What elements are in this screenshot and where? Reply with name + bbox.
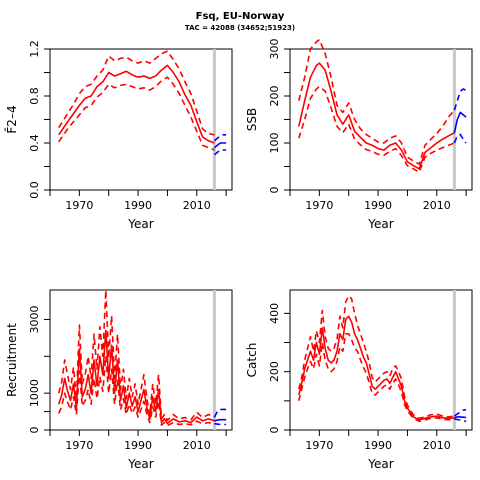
x-tick-label: 2010 [423,439,451,452]
series-line-forecast-median [213,142,227,149]
y-tick-label: 100 [268,133,281,154]
y-tick-label: 0 [28,427,41,434]
y-tick-label: 0 [268,187,281,194]
x-tick-label: 1970 [305,199,333,212]
series-line-forecast-upper [453,408,467,417]
y-axis-label: F̄2–4 [5,105,19,133]
x-tick-label: 1990 [364,439,392,452]
x-tick-label: 1990 [364,199,392,212]
y-tick-label: 1000 [28,379,41,407]
y-axis-label: SSB [245,108,259,131]
plot-frame [289,289,473,431]
series-line-forecast-lower [214,422,227,426]
series-line-upper [58,289,215,422]
series-line-median [298,315,455,421]
x-tick-label: 1970 [65,439,93,452]
series-line-forecast-lower [454,418,467,423]
series-line-forecast-upper [213,134,227,142]
plot-frame [49,48,233,191]
y-tick-label: 0.4 [28,134,41,152]
y-tick-label: 300 [268,39,281,60]
panel-ssb: 1970 1990 2010 0 100 200 300 Year SSB [245,38,473,231]
chart-title: Fsq, EU-Norway [195,11,285,22]
y-tick-label: 1.2 [28,40,41,58]
y-tick-label: 400 [268,303,281,324]
series-line-upper [58,50,215,136]
series-line-forecast-lower [213,149,227,156]
series-line-upper [298,38,456,165]
x-tick-label: 1990 [124,439,152,452]
y-tick-label: 200 [268,361,281,382]
y-axis-label: Recruitment [5,323,19,397]
plot-frame [289,48,473,191]
y-tick-label: 3000 [28,305,41,333]
series-line-upper [298,294,455,420]
y-tick-label: 0.8 [28,87,41,105]
series-line-lower [58,355,215,427]
panel-f: 1970 1990 2010 0.0 0.4 0.8 1.2 Year F̄2–4 [5,40,233,231]
series-line-median [58,64,215,144]
y-axis-label: Catch [245,343,259,378]
series-line-lower [298,85,455,173]
series-line-forecast-upper [213,408,227,418]
panel-catch: 1970 1990 2010 0 200 400 Year Catch [245,289,473,471]
x-tick-label: 2010 [423,199,451,212]
x-tick-label: 1990 [124,199,152,212]
plot-frame [49,289,233,431]
series-line-forecast-median [214,418,227,422]
x-tick-label: 1970 [65,199,93,212]
x-tick-label: 2010 [183,439,211,452]
x-axis-label: Year [127,457,153,471]
y-tick-label: 0 [268,427,281,434]
series-line-forecast-median [454,416,467,419]
series-line-lower [298,332,455,423]
x-axis-label: Year [127,217,153,231]
series-line-forecast-lower [453,133,467,144]
series-line-forecast-median [453,111,467,133]
x-axis-label: Year [367,217,393,231]
y-tick-label: 0.0 [28,181,41,199]
series-line-lower [58,76,215,151]
chart-subtitle: TAC = 42088 (34652;51923) [184,24,296,32]
y-tick-label: 200 [268,86,281,107]
panel-recruitment: 1970 1990 2010 0 1000 3000 Year Recruitment [5,289,233,471]
series-line-forecast-upper [453,88,467,111]
series-line-median [298,62,455,170]
x-axis-label: Year [367,457,393,471]
x-tick-label: 1970 [305,439,333,452]
series-line-median [58,329,215,425]
x-tick-label: 2010 [183,199,211,212]
